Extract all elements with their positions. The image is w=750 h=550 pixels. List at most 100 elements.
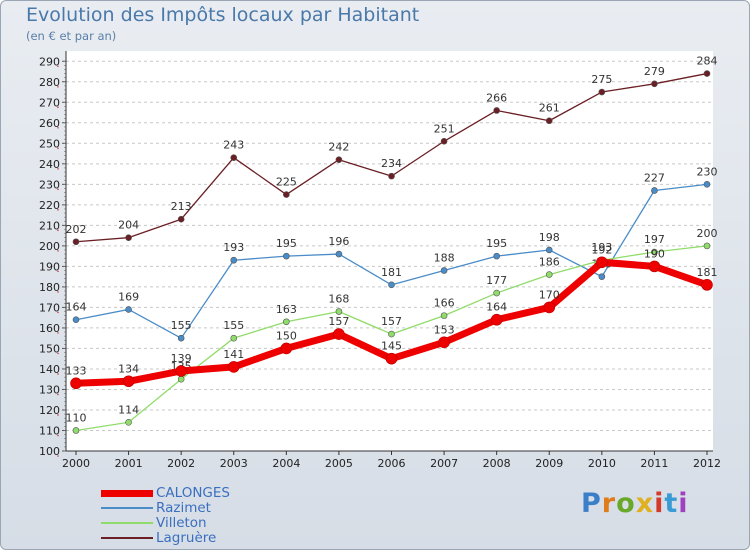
logo-letter: r xyxy=(601,488,617,519)
data-point xyxy=(701,279,713,291)
x-tick-label: 2009 xyxy=(535,457,563,470)
data-label: 155 xyxy=(171,319,192,332)
data-point xyxy=(335,250,343,258)
data-label: 261 xyxy=(539,102,560,115)
legend-label: Lagruère xyxy=(156,530,217,546)
data-point xyxy=(177,334,185,342)
y-axis-dot xyxy=(57,168,59,170)
data-point xyxy=(230,334,238,342)
data-label: 155 xyxy=(223,319,244,332)
y-tick-label: 160 xyxy=(39,322,60,335)
x-tick-label: 2007 xyxy=(430,457,458,470)
y-tick-label: 280 xyxy=(39,76,60,89)
data-label: 243 xyxy=(223,139,244,152)
data-point xyxy=(227,361,240,373)
y-axis-dot xyxy=(57,373,59,375)
data-label: 139 xyxy=(171,352,192,365)
data-point xyxy=(175,365,187,377)
data-point xyxy=(388,281,395,289)
data-label: 181 xyxy=(381,266,402,279)
x-tick-label: 2011 xyxy=(640,457,668,470)
data-point xyxy=(122,375,135,388)
data-point xyxy=(72,238,80,246)
data-label: 275 xyxy=(591,73,612,86)
data-point xyxy=(177,215,185,223)
y-tick-label: 290 xyxy=(39,55,60,68)
data-point xyxy=(545,246,553,254)
legend-label: Villeton xyxy=(156,515,207,531)
data-point xyxy=(438,336,450,349)
data-point xyxy=(545,117,553,125)
x-tick-label: 2002 xyxy=(167,457,195,470)
data-label: 145 xyxy=(381,340,402,353)
data-label: 157 xyxy=(381,315,402,328)
chart-title: Evolution des Impôts locaux par Habitant xyxy=(26,4,420,26)
x-tick-label: 2010 xyxy=(588,457,616,470)
data-label: 114 xyxy=(118,403,139,416)
y-tick-label: 190 xyxy=(39,260,60,273)
data-label: 234 xyxy=(381,157,402,170)
data-point xyxy=(440,312,448,319)
data-label: 192 xyxy=(591,243,612,256)
y-axis-dot xyxy=(57,455,59,457)
logo-letter: x xyxy=(635,488,655,519)
legend-swatch xyxy=(101,489,153,497)
y-tick-label: 210 xyxy=(39,219,60,232)
data-label: 198 xyxy=(539,231,560,244)
data-label: 170 xyxy=(539,288,560,301)
data-label: 190 xyxy=(644,247,665,260)
y-axis-dot xyxy=(57,352,59,355)
data-point xyxy=(651,80,658,88)
data-point xyxy=(440,267,448,274)
logo-letter: i xyxy=(654,488,665,519)
legend-swatch xyxy=(101,522,153,524)
x-tick-label: 2012 xyxy=(693,457,721,470)
data-point xyxy=(70,377,82,390)
y-tick-label: 100 xyxy=(39,445,60,458)
data-point xyxy=(651,248,658,256)
data-label: 227 xyxy=(644,171,665,184)
data-point xyxy=(230,256,238,264)
data-point xyxy=(493,107,500,114)
data-label: 230 xyxy=(697,165,718,178)
y-axis-dot xyxy=(57,270,59,273)
y-axis-dot xyxy=(57,188,59,191)
y-tick-label: 150 xyxy=(39,342,60,355)
x-tick-label: 2003 xyxy=(220,457,248,470)
data-point xyxy=(598,273,606,280)
y-axis-dot xyxy=(57,209,59,211)
legend-label: Razimet xyxy=(156,500,211,516)
y-tick-label: 170 xyxy=(39,301,60,314)
data-point xyxy=(125,306,132,313)
x-tick-label: 2005 xyxy=(325,457,353,470)
y-axis-dot xyxy=(57,229,59,232)
data-point xyxy=(333,328,345,340)
data-label: 186 xyxy=(539,256,560,269)
x-tick-label: 2000 xyxy=(62,457,90,470)
data-point xyxy=(283,191,290,198)
data-point xyxy=(490,313,503,326)
data-label: 279 xyxy=(644,65,665,78)
data-label: 169 xyxy=(118,290,139,303)
data-label: 153 xyxy=(434,323,455,336)
x-tick-label: 2004 xyxy=(272,457,300,470)
data-point xyxy=(283,252,290,260)
data-point xyxy=(385,352,398,365)
data-point xyxy=(703,181,711,188)
y-axis-dot xyxy=(57,250,59,252)
data-point xyxy=(545,271,553,278)
data-point xyxy=(596,256,608,269)
y-axis-dot xyxy=(57,311,59,314)
data-label: 200 xyxy=(697,227,718,240)
y-tick-label: 180 xyxy=(39,281,60,294)
y-tick-label: 130 xyxy=(39,383,60,396)
data-label: 202 xyxy=(66,223,87,236)
legend-label: CALONGES xyxy=(156,485,230,501)
y-axis-dot xyxy=(57,434,59,437)
data-label: 157 xyxy=(328,315,349,328)
data-point xyxy=(177,375,185,383)
y-axis-dot xyxy=(57,126,59,129)
data-label: 195 xyxy=(486,237,507,250)
y-tick-label: 230 xyxy=(39,178,60,191)
data-label: 166 xyxy=(434,297,455,310)
